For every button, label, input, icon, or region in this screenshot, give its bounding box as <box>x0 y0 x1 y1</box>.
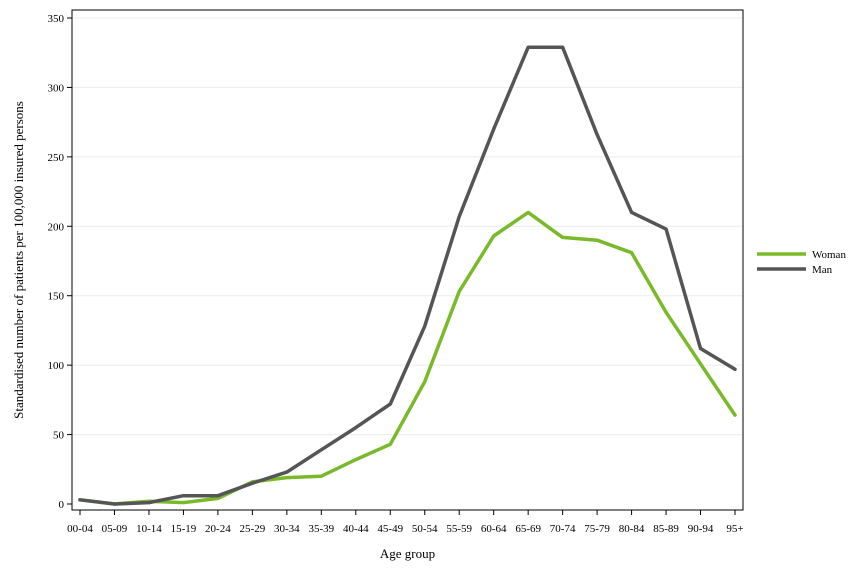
x-tick-label: 25-29 <box>240 523 266 535</box>
x-tick-label: 65-69 <box>515 523 541 535</box>
y-tick-label: 100 <box>48 360 65 372</box>
x-tick-label: 90-94 <box>688 523 714 535</box>
x-tick-label: 35-39 <box>308 523 334 535</box>
x-tick-label: 30-34 <box>274 523 300 535</box>
y-axis-title: Standardised number of patients per 100,… <box>11 101 26 419</box>
x-tick-label: 00-04 <box>67 523 93 535</box>
x-tick-label: 80-84 <box>619 523 645 535</box>
series-line-man <box>80 47 735 504</box>
y-axis: 0 50 100 150 200 250 300 350 <box>48 13 73 511</box>
x-tick-label: 10-14 <box>136 523 162 535</box>
x-tick-label: 95+ <box>726 523 743 535</box>
y-tick-label: 350 <box>48 13 65 25</box>
x-axis-title: Age group <box>380 546 435 561</box>
y-tick-label: 50 <box>53 430 65 442</box>
y-tick-label: 0 <box>59 499 65 511</box>
x-tick-label: 40-44 <box>343 523 369 535</box>
y-tick-label: 150 <box>48 291 65 303</box>
legend: Woman Man <box>757 249 846 276</box>
legend-label-man: Man <box>812 264 833 276</box>
y-tick-label: 250 <box>48 152 65 164</box>
legend-label-woman: Woman <box>812 249 846 261</box>
x-tick-label: 70-74 <box>550 523 576 535</box>
x-tick-label: 50-54 <box>412 523 438 535</box>
x-tick-label: 45-49 <box>377 523 403 535</box>
series-line-woman <box>80 212 735 504</box>
x-tick-label: 85-89 <box>653 523 679 535</box>
y-tick-label: 200 <box>48 221 65 233</box>
y-tick-label: 300 <box>48 82 65 94</box>
x-tick-label: 05-09 <box>102 523 128 535</box>
x-tick-label: 20-24 <box>205 523 231 535</box>
grid <box>72 18 743 435</box>
x-tick-label: 55-59 <box>446 523 472 535</box>
x-tick-label: 60-64 <box>481 523 507 535</box>
x-axis: 00-04 05-09 10-14 15-19 20-24 25-29 30-34 35-39… <box>67 510 743 535</box>
x-tick-label: 75-79 <box>584 523 610 535</box>
x-tick-label: 15-19 <box>171 523 197 535</box>
series-layer <box>80 47 735 504</box>
